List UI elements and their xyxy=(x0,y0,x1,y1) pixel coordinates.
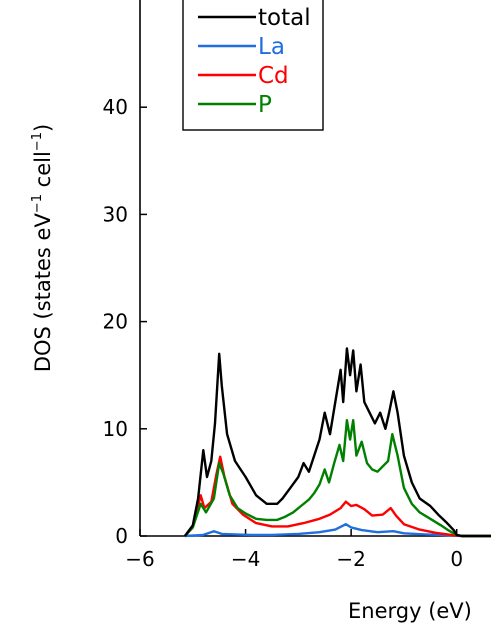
y-tick-label: 20 xyxy=(103,310,128,334)
y-axis-title-sup1: −1 xyxy=(30,194,45,213)
series-layer xyxy=(183,347,491,538)
y-tick-label: 0 xyxy=(115,524,128,548)
x-tick-label: −2 xyxy=(336,547,365,571)
y-axis-title: DOS (states eV−1 cell−1) xyxy=(30,124,55,372)
y-tick-label: 30 xyxy=(103,202,128,226)
legend-label-cd: Cd xyxy=(258,63,289,89)
x-axis-ticks: −6 −4 −2 0 xyxy=(125,529,463,571)
x-tick-label: −6 xyxy=(125,547,154,571)
y-axis-title-main: DOS (states eV xyxy=(31,213,55,373)
y-axis-title-mid: cell xyxy=(31,151,55,194)
legend-label-total: total xyxy=(258,5,311,31)
y-axis-ticks: 0 10 20 30 40 xyxy=(103,95,147,548)
legend-label-p: P xyxy=(258,92,272,118)
legend-items: total La Cd P xyxy=(198,5,311,118)
plot-area: 0 10 20 30 40 −6 −4 −2 0 xyxy=(103,0,491,571)
x-tick-label: 0 xyxy=(450,547,463,571)
x-tick-label: −4 xyxy=(231,547,260,571)
y-tick-label: 40 xyxy=(103,95,128,119)
series-line-p xyxy=(184,419,491,538)
legend-label-la: La xyxy=(258,34,285,60)
series-line-total xyxy=(183,347,491,538)
x-axis-title: Energy (eV) xyxy=(348,599,472,623)
legend-box xyxy=(182,0,324,131)
y-tick-label: 10 xyxy=(103,417,128,441)
y-axis-title-end: ) xyxy=(31,124,55,132)
legend: total La Cd P xyxy=(182,0,324,131)
y-axis-title-sup2: −1 xyxy=(30,132,45,151)
series-line-la xyxy=(184,523,491,538)
